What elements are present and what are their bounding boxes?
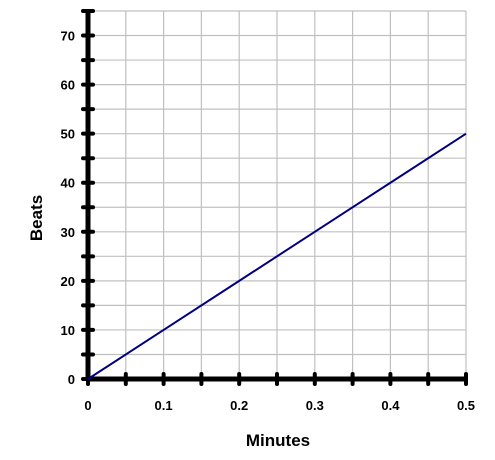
x-tick-label: 0.1 (155, 398, 173, 413)
x-tick-label: 0.4 (381, 398, 400, 413)
y-tick-label: 40 (61, 176, 75, 191)
series-line-1 (87, 132, 467, 380)
x-axis-title: Minutes (246, 431, 310, 450)
y-tick-label: 70 (61, 29, 75, 44)
grid (88, 10, 467, 379)
y-tick-label: 20 (61, 274, 75, 289)
x-tick-label: 0.2 (230, 398, 248, 413)
y-tick-label: 30 (61, 225, 75, 240)
y-axis-title: Beats (27, 195, 46, 241)
x-tick-label: 0.3 (306, 398, 324, 413)
y-tick-label: 10 (61, 323, 75, 338)
x-tick-label: 0 (84, 398, 91, 413)
axes (81, 9, 468, 386)
x-tick-label: 0.5 (457, 398, 475, 413)
series-layer (87, 132, 467, 380)
y-tick-label: 60 (61, 78, 75, 93)
tick-labels: 0 0.1 0.2 0.3 0.4 0.5 0 10 20 30 40 50 60 70 (61, 29, 476, 413)
y-tick-label: 50 (61, 127, 75, 142)
y-tick-label: 0 (68, 372, 75, 387)
